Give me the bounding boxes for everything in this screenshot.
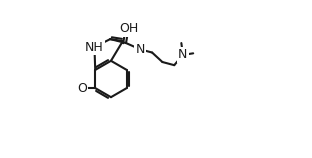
Text: N: N: [136, 43, 145, 56]
Text: N: N: [178, 48, 188, 61]
Text: OH: OH: [119, 22, 138, 35]
Text: NH: NH: [85, 40, 104, 54]
Text: O: O: [77, 82, 87, 95]
Text: O: O: [124, 22, 133, 35]
